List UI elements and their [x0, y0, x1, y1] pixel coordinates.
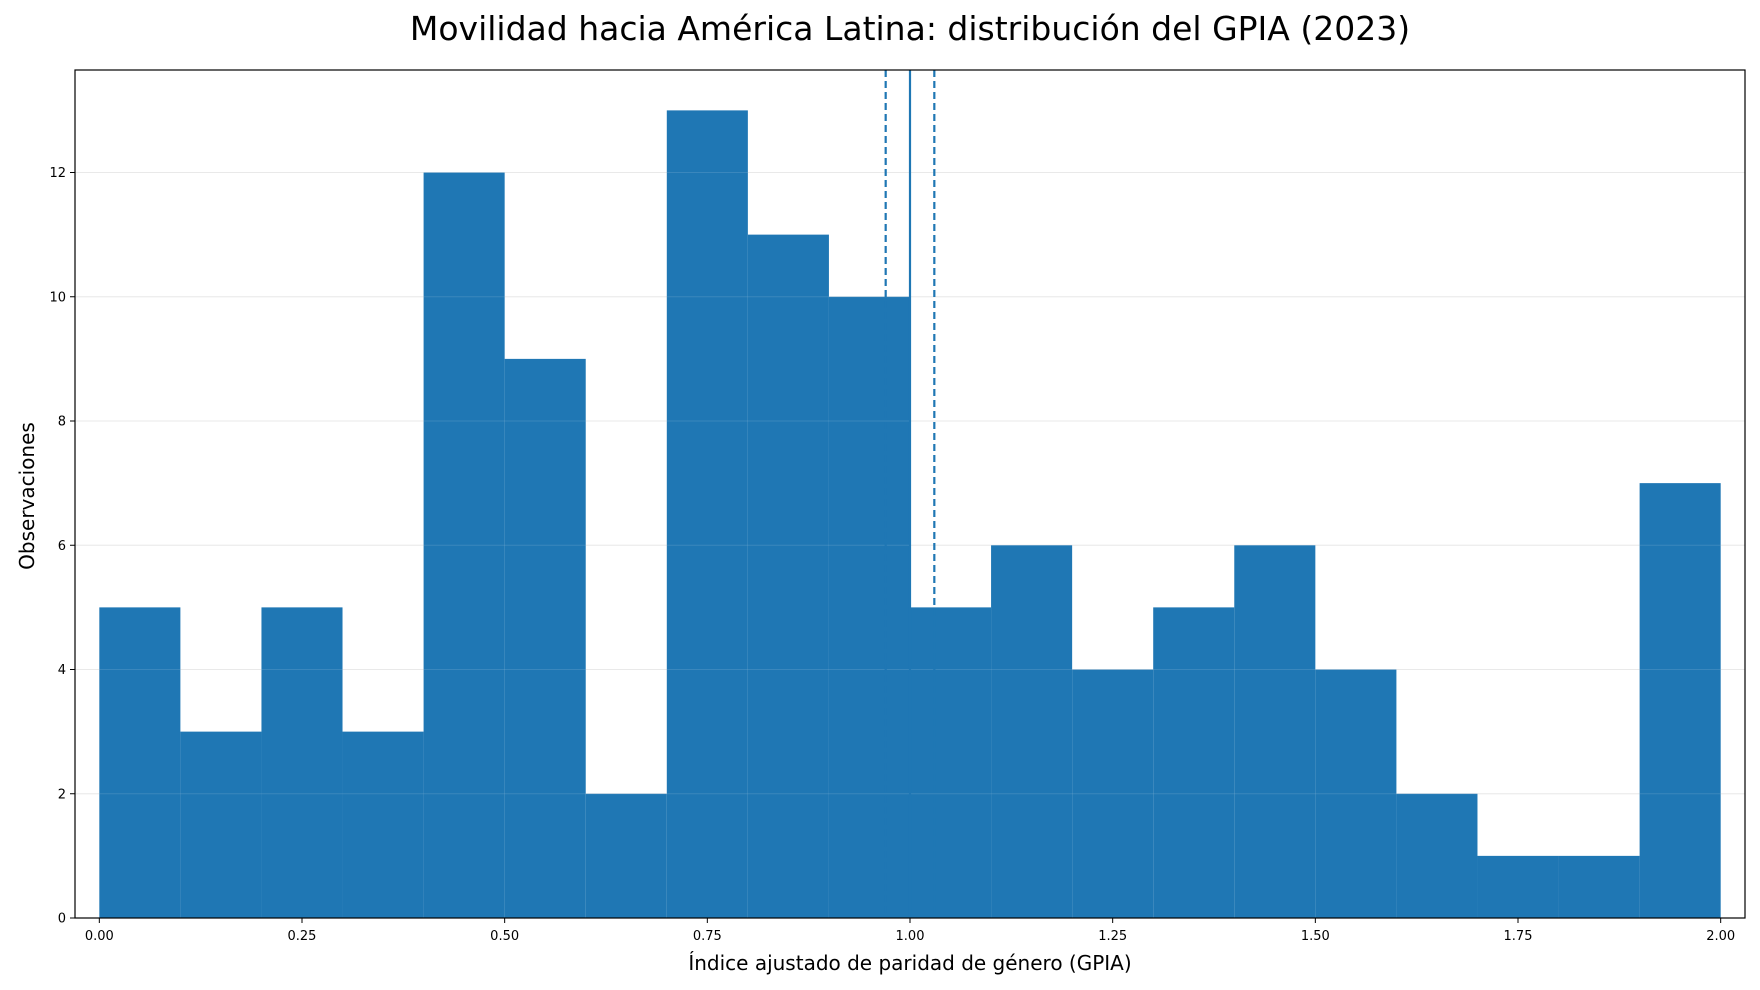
y-tick-label: 0: [58, 912, 66, 927]
histogram-bar: [1153, 607, 1235, 918]
histogram-bar: [261, 607, 343, 918]
histogram-bar: [1315, 669, 1397, 918]
x-tick-label: 0.25: [288, 929, 317, 944]
x-tick-label: 1.00: [896, 929, 925, 944]
y-tick-label: 4: [58, 663, 66, 678]
y-axis-label: Observaciones: [15, 422, 39, 570]
histogram-bar: [747, 234, 829, 919]
x-tick-label: 0.50: [490, 929, 519, 944]
y-tick-label: 10: [49, 290, 66, 305]
histogram-bar: [1558, 855, 1640, 918]
histogram-bar: [666, 110, 748, 918]
x-axis-ticks: 0.00 0.25 0.50 0.75 1.00 1.25 1.50 1.75 2.00: [85, 918, 1735, 944]
histogram-bar: [1639, 483, 1721, 918]
y-axis-ticks: 0 2 4 6 8 10 12: [49, 166, 75, 927]
histogram-bar: [991, 545, 1073, 918]
chart-title: Movilidad hacia América Latina: distribu…: [410, 9, 1410, 48]
histogram-bar: [828, 296, 910, 918]
x-tick-label: 2.00: [1706, 929, 1735, 944]
histogram-bar: [1234, 545, 1316, 918]
histogram-bar: [1477, 855, 1559, 918]
histogram-bar: [180, 731, 262, 918]
histogram-bar: [585, 793, 667, 918]
x-axis-label: Índice ajustado de paridad de género (GP…: [688, 951, 1131, 975]
x-tick-label: 1.75: [1504, 929, 1533, 944]
y-tick-label: 6: [58, 539, 66, 554]
y-tick-label: 12: [49, 166, 66, 181]
histogram-bar: [1396, 793, 1478, 918]
histogram-bar: [1072, 669, 1154, 918]
histogram-bar: [99, 607, 181, 918]
x-tick-label: 0.00: [85, 929, 114, 944]
y-tick-label: 2: [58, 787, 66, 802]
histogram-bar: [423, 172, 505, 918]
histogram-bar: [342, 731, 424, 918]
reference-lines: [884, 70, 936, 918]
y-tick-label: 8: [58, 415, 66, 430]
histogram-bars: [75, 110, 1745, 919]
x-tick-label: 1.50: [1301, 929, 1330, 944]
histogram-bar: [504, 358, 586, 918]
x-tick-label: 0.75: [693, 929, 722, 944]
histogram-bar: [910, 607, 992, 918]
x-tick-label: 1.25: [1098, 929, 1127, 944]
